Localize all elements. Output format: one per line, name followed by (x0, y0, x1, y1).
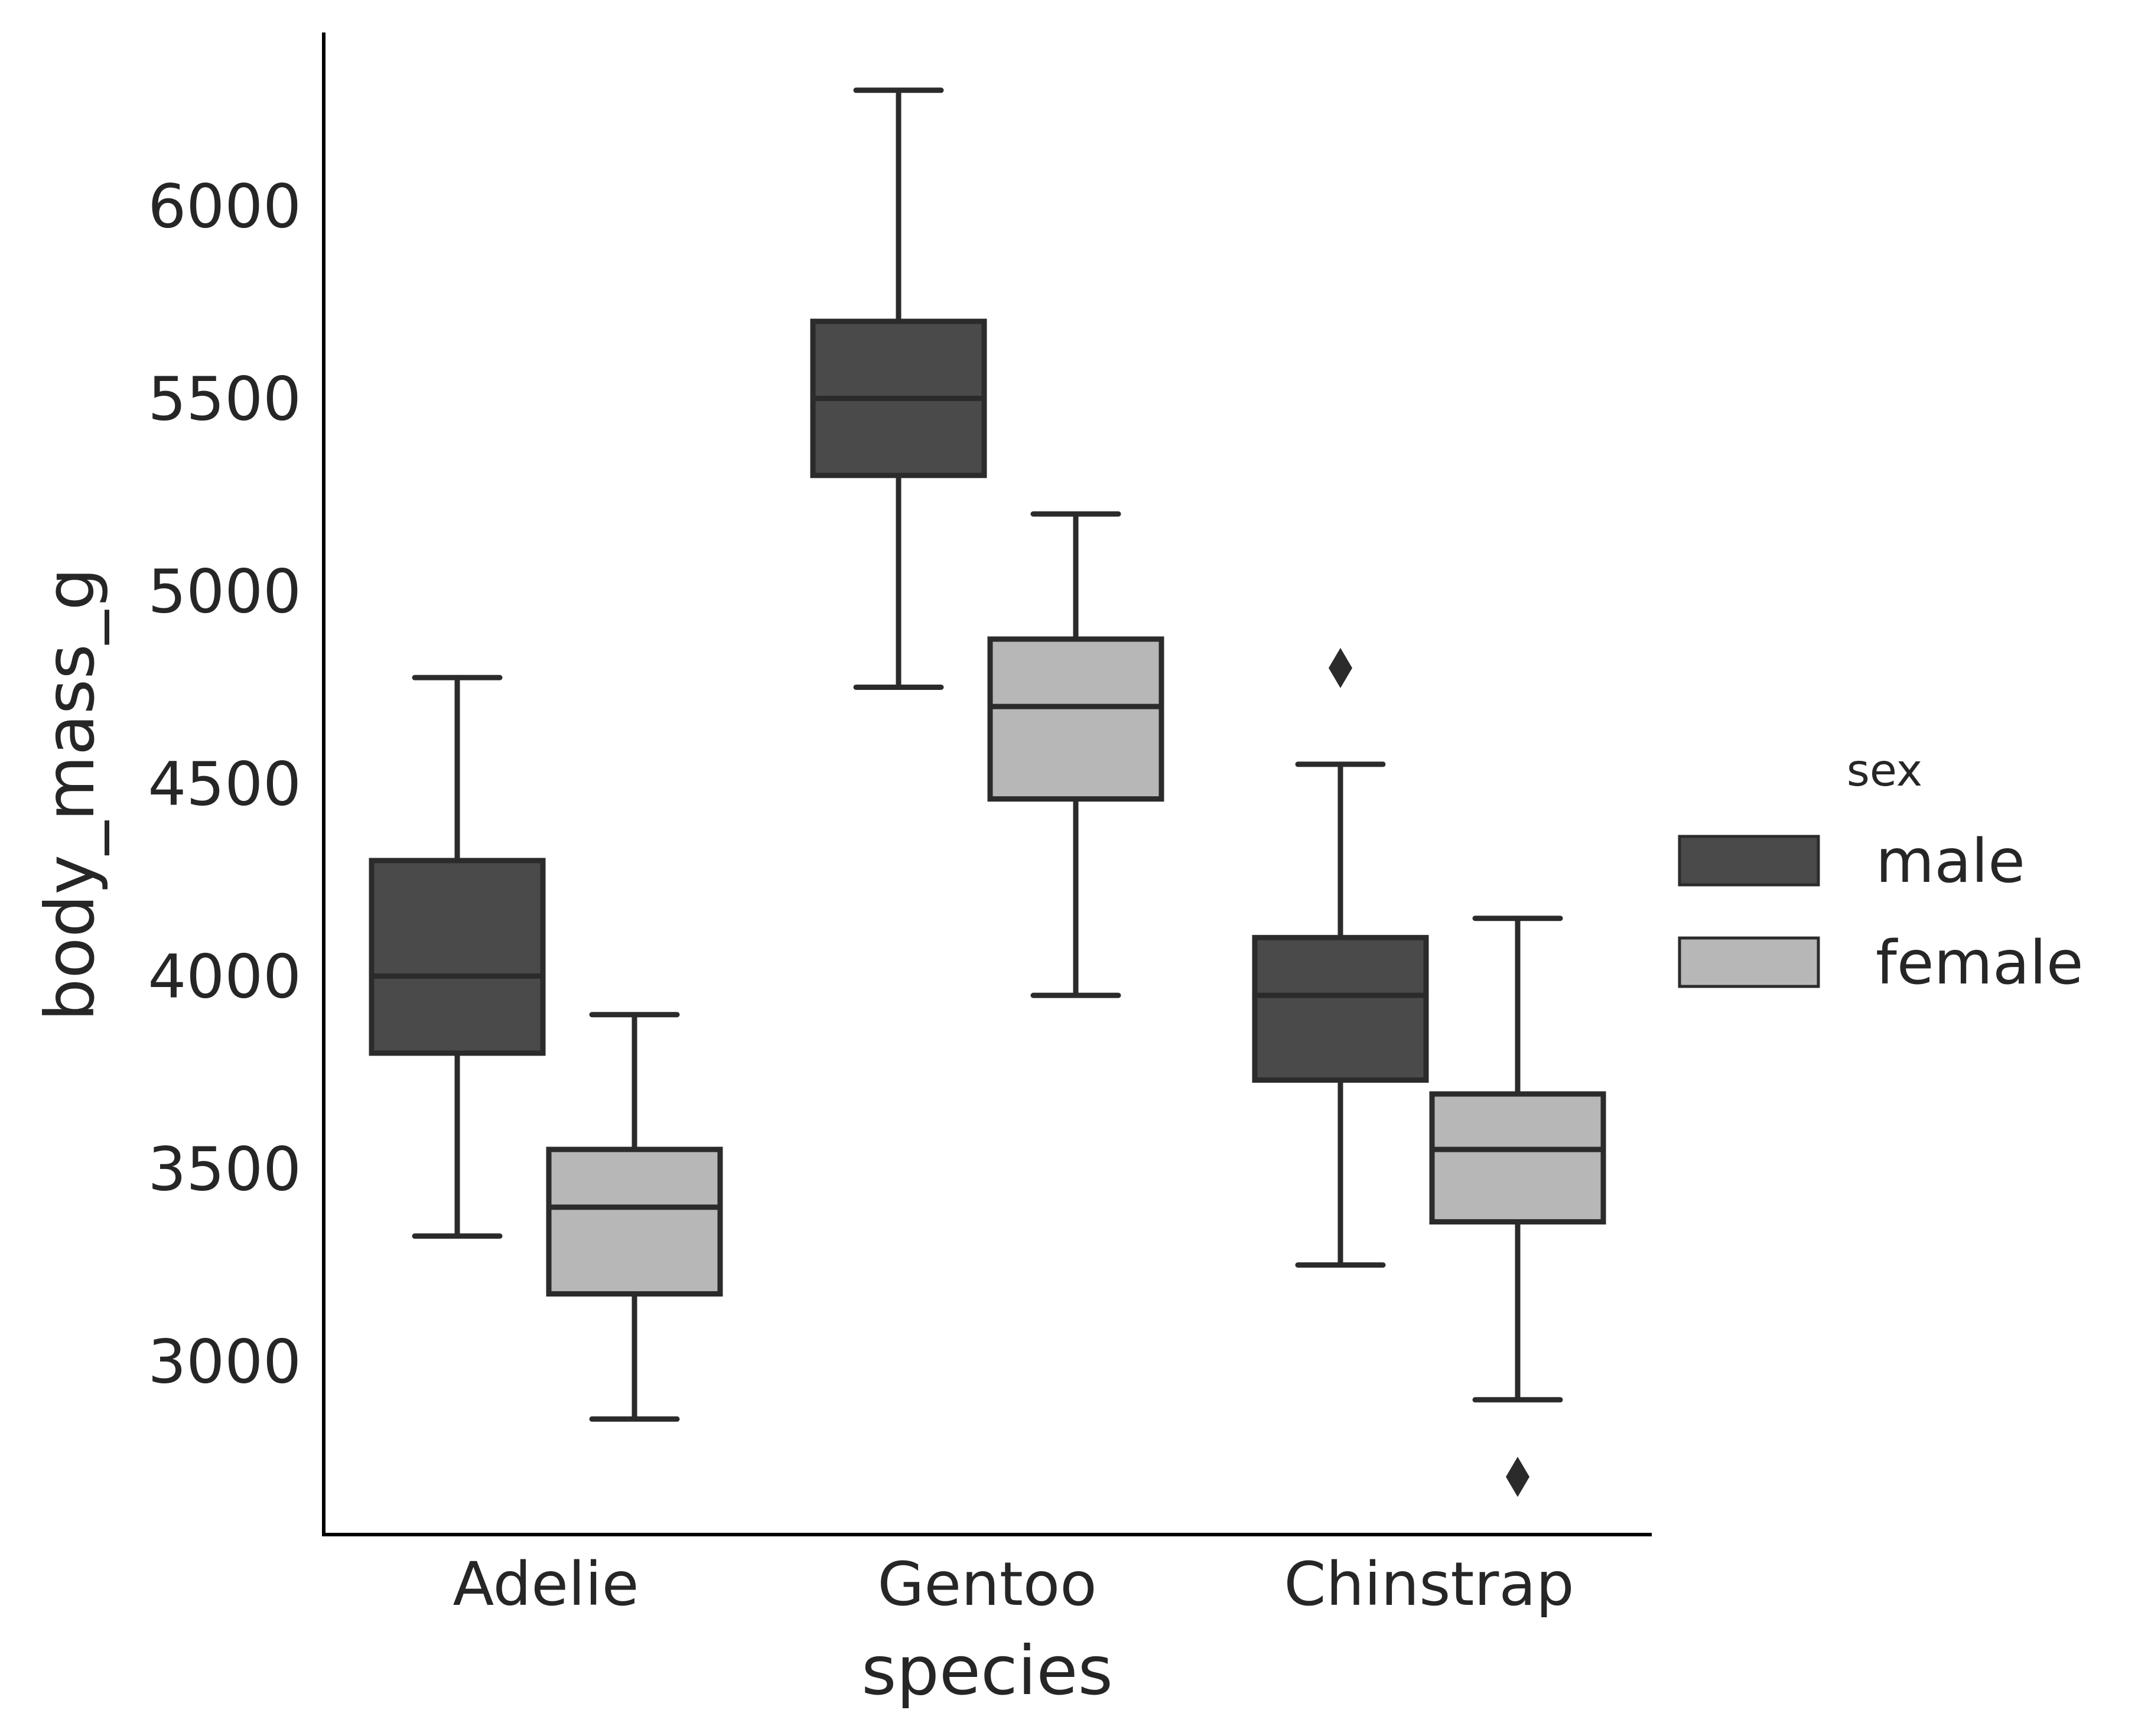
y-axis-title: body_mass_g (31, 568, 109, 1021)
y-tick-label: 3000 (148, 1327, 301, 1398)
outlier-point (1506, 1457, 1529, 1497)
y-tick-label: 3500 (148, 1135, 301, 1205)
y-tick-label: 4000 (148, 942, 301, 1012)
box-body (987, 636, 1164, 802)
y-tick-label: 5500 (148, 364, 301, 434)
box-male-chinstrap (1252, 647, 1429, 1268)
y-axis-ticks: 3000 3500 4000 4500 5000 5500 6000 (148, 171, 301, 1397)
box-female-chinstrap (1429, 916, 1606, 1497)
x-tick-label: Adelie (453, 1549, 639, 1620)
legend-label-female: female (1876, 928, 2084, 998)
legend-label-male: male (1876, 826, 2025, 897)
box-body (1429, 1091, 1606, 1225)
x-axis-ticks: Adelie Gentoo Chinstrap (453, 1549, 1574, 1620)
legend-swatch-female (1678, 936, 1820, 988)
legend: sex male female (1678, 744, 2084, 998)
x-tick-label: Gentoo (877, 1549, 1096, 1620)
axes (322, 32, 1652, 1536)
y-tick-label: 5000 (148, 556, 301, 627)
box-male-adelie (369, 675, 546, 1239)
y-tick-label: 4500 (148, 750, 301, 820)
legend-title: sex (1847, 744, 1922, 796)
y-tick-label: 6000 (148, 171, 301, 242)
box-male-gentoo (810, 87, 987, 690)
box-body (546, 1147, 723, 1297)
box-female-gentoo (987, 511, 1164, 998)
box-body (1252, 934, 1429, 1083)
box-female-adelie (546, 1012, 723, 1422)
plot-area (369, 87, 1606, 1497)
x-tick-label: Chinstrap (1284, 1549, 1574, 1620)
legend-swatch-male (1678, 835, 1820, 887)
box-body (369, 858, 546, 1056)
x-axis-title: species (861, 1631, 1113, 1710)
outlier-point (1329, 647, 1352, 688)
